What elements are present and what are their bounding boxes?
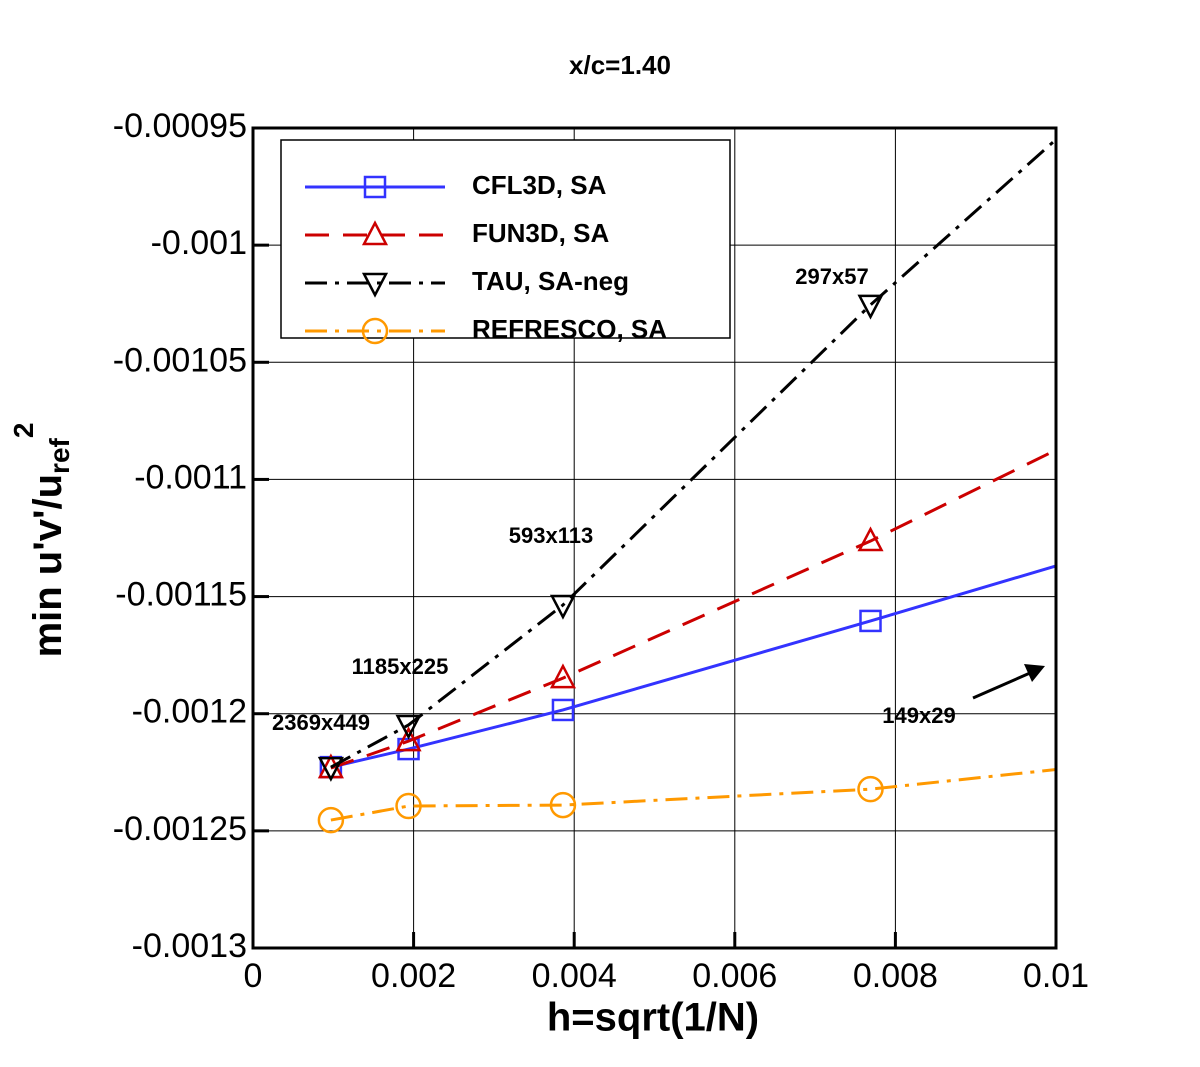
annotation: 297x57: [795, 264, 868, 289]
annotation: 149x29: [882, 703, 955, 728]
marker: [549, 791, 577, 819]
marker: [361, 220, 389, 246]
annotation: 593x113: [509, 523, 593, 548]
arrow-head: [1024, 664, 1045, 682]
x-tick-label: 0.006: [692, 957, 777, 995]
y-tick-label: -0.001: [151, 224, 247, 262]
marker: [859, 609, 882, 633]
legend-label: FUN3D, SA: [472, 218, 609, 248]
y-tick-label: -0.00105: [113, 341, 247, 379]
y-axis-label: min u'v'/uref 2: [8, 423, 75, 658]
legend-box: [280, 139, 731, 339]
annotation-arrow: [972, 671, 1031, 700]
marker: [857, 775, 884, 803]
y-tick-label: -0.00095: [113, 107, 247, 145]
marker: [551, 698, 575, 722]
series-line: [330, 768, 1056, 822]
legend: CFL3D, SA FUN3D, SA TAU, SA-neg REFRESCO, S…: [280, 139, 731, 345]
marker: [363, 175, 387, 199]
y-tick-label: -0.0013: [132, 927, 247, 965]
marker: [395, 792, 422, 820]
y-label-main: min u'v'/u: [26, 474, 70, 657]
marker: [361, 317, 389, 345]
legend-label: TAU, SA-neg: [472, 266, 629, 296]
marker: [549, 663, 577, 689]
y-label-sub: ref: [44, 437, 75, 473]
annotation: 1185x225: [352, 654, 449, 679]
marker: [857, 294, 884, 320]
x-tick-label: 0.01: [1023, 957, 1089, 995]
marker: [395, 714, 422, 740]
series-line: [330, 448, 1056, 770]
series-line: [330, 137, 1056, 769]
marker: [549, 594, 577, 620]
chart-title: x/c=1.40: [569, 50, 671, 80]
marker: [317, 806, 345, 834]
series-line: [330, 564, 1056, 769]
plot-frame: [251, 126, 1058, 950]
x-tick-label: 0: [244, 957, 263, 995]
x-tick-label: 0.004: [532, 957, 617, 995]
x-axis-label: h=sqrt(1/N): [547, 996, 759, 1040]
x-tick-label: 0.002: [371, 957, 456, 995]
y-tick-label: -0.0012: [132, 693, 247, 731]
legend-label: REFRESCO, SA: [472, 314, 667, 344]
marker: [361, 272, 389, 298]
y-label-sup: 2: [8, 423, 39, 439]
y-tick-label: -0.00125: [113, 810, 247, 848]
annotations: 2369x449 1185x225 593x113 297x57 149x29: [272, 264, 956, 735]
marker: [395, 726, 422, 752]
plot-area: [317, 137, 1056, 834]
x-tick-label: 0.008: [853, 957, 938, 995]
marker: [857, 526, 884, 552]
marker: [317, 756, 344, 782]
y-tick-label: -0.00115: [115, 576, 247, 614]
legend-label: CFL3D, SA: [472, 170, 607, 200]
annotation: 2369x449: [272, 710, 370, 735]
y-tick-label: -0.0011: [134, 458, 247, 496]
